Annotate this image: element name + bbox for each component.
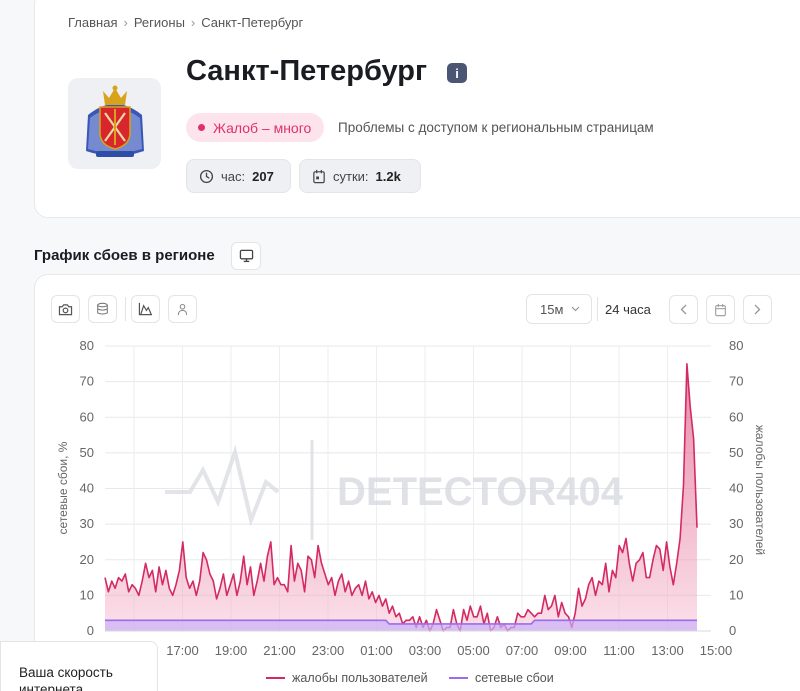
chart-heading: График сбоев в регионе [34, 247, 215, 264]
x-tick: 15:00 [700, 643, 733, 658]
speed-test-popup[interactable]: Ваша скорость интернета [0, 641, 158, 691]
database-icon [97, 302, 108, 315]
y-tick-right: 70 [729, 374, 743, 389]
toolbar-divider [125, 297, 126, 321]
legend-item-complaints: жалобы пользователей [292, 671, 428, 685]
chart-legend[interactable]: жалобы пользователей сетевые сбои [266, 671, 554, 685]
y-axis-label-left: сетевые сбои, % [56, 441, 70, 534]
x-tick: 03:00 [409, 643, 442, 658]
y-tick-right: 30 [729, 516, 743, 531]
y-tick-right: 0 [729, 623, 736, 638]
x-tick: 13:00 [651, 643, 684, 658]
x-tick: 21:00 [263, 643, 296, 658]
hour-stat-label: час: [221, 168, 246, 184]
y-tick-right: 10 [729, 587, 743, 602]
watermark-text: DETECTOR404 [337, 470, 624, 514]
hour-stat-value: 207 [252, 168, 274, 184]
day-stat[interactable]: сутки: 1.2k [299, 159, 421, 193]
monitor-icon [239, 249, 253, 263]
interval-select[interactable]: 15м [526, 294, 592, 324]
interval-select-value: 15м [540, 301, 564, 317]
y-tick-right: 60 [729, 409, 743, 424]
y-tick-left: 0 [87, 623, 94, 638]
x-tick: 01:00 [360, 643, 393, 658]
breadcrumb-current: Санкт-Петербург [201, 15, 304, 30]
y-tick-left: 80 [80, 338, 94, 353]
y-tick-left: 70 [80, 374, 94, 389]
complaints-area [105, 363, 697, 631]
chevron-left-icon [680, 304, 687, 315]
chevron-down-icon [571, 306, 580, 312]
legend-item-network: сетевые сбои [475, 671, 554, 685]
y-tick-right: 50 [729, 445, 743, 460]
camera-icon [58, 303, 73, 315]
chart-embed-button[interactable] [231, 242, 261, 270]
status-dot-icon [198, 124, 205, 131]
breadcrumb-regions[interactable]: Регионы [133, 15, 185, 30]
calendar-icon [313, 169, 325, 183]
x-tick: 11:00 [603, 643, 635, 658]
page-title: Санкт-Петербург [186, 55, 428, 87]
day-stat-value: 1.2k [375, 168, 401, 184]
status-description: Проблемы с доступом к региональным стран… [338, 120, 654, 135]
next-period-button[interactable] [743, 295, 772, 324]
calendar-icon [715, 303, 726, 316]
breadcrumb-separator: › [123, 15, 128, 30]
y-tick-left: 40 [80, 481, 94, 496]
x-tick: 09:00 [554, 643, 587, 658]
database-button[interactable] [88, 295, 117, 323]
area-chart-icon [138, 302, 153, 316]
chevron-right-icon [754, 304, 761, 315]
y-tick-left: 20 [80, 552, 94, 567]
complaints-line [104, 363, 698, 632]
status-badge-label: Жалоб – много [213, 119, 312, 136]
breadcrumb: Главная › Регионы › Санкт-Петербург [68, 15, 303, 30]
user-filter-button[interactable] [168, 295, 197, 323]
coat-of-arms-icon [85, 85, 144, 157]
x-tick: 05:00 [457, 643, 490, 658]
x-tick: 23:00 [312, 643, 345, 658]
hour-stat[interactable]: час: 207 [186, 159, 291, 193]
y-tick-right: 40 [729, 481, 743, 496]
info-icon[interactable]: i [447, 63, 467, 83]
y-tick-right: 80 [729, 338, 743, 353]
speed-test-line1: Ваша скорость [19, 665, 113, 680]
speed-test-line2: интернета [19, 682, 84, 691]
y-tick-left: 50 [80, 445, 94, 460]
toolbar-divider [597, 297, 598, 321]
y-tick-left: 10 [80, 587, 94, 602]
clock-icon [199, 169, 214, 183]
status-badge: Жалоб – много [186, 113, 325, 142]
y-tick-left: 30 [80, 516, 94, 531]
network-line [105, 619, 697, 625]
area-chart-button[interactable] [131, 295, 160, 323]
y-axis-label-right: жалобы пользователей [753, 425, 767, 555]
user-icon [177, 303, 188, 315]
prev-period-button[interactable] [669, 295, 698, 324]
network-area [105, 620, 697, 631]
range-label[interactable]: 24 часа [605, 302, 651, 317]
breadcrumb-separator: › [190, 15, 196, 30]
calendar-button[interactable] [706, 295, 735, 324]
x-tick: 17:00 [166, 643, 199, 658]
screenshot-button[interactable] [51, 295, 80, 323]
x-tick: 19:00 [215, 643, 248, 658]
breadcrumb-home[interactable]: Главная [68, 15, 118, 30]
x-tick: 07:00 [506, 643, 539, 658]
region-emblem [68, 78, 161, 169]
y-tick-left: 60 [80, 409, 94, 424]
chart-watermark: DETECTOR404 [165, 440, 624, 540]
day-stat-label: сутки: [333, 168, 369, 184]
y-tick-right: 20 [729, 552, 743, 567]
